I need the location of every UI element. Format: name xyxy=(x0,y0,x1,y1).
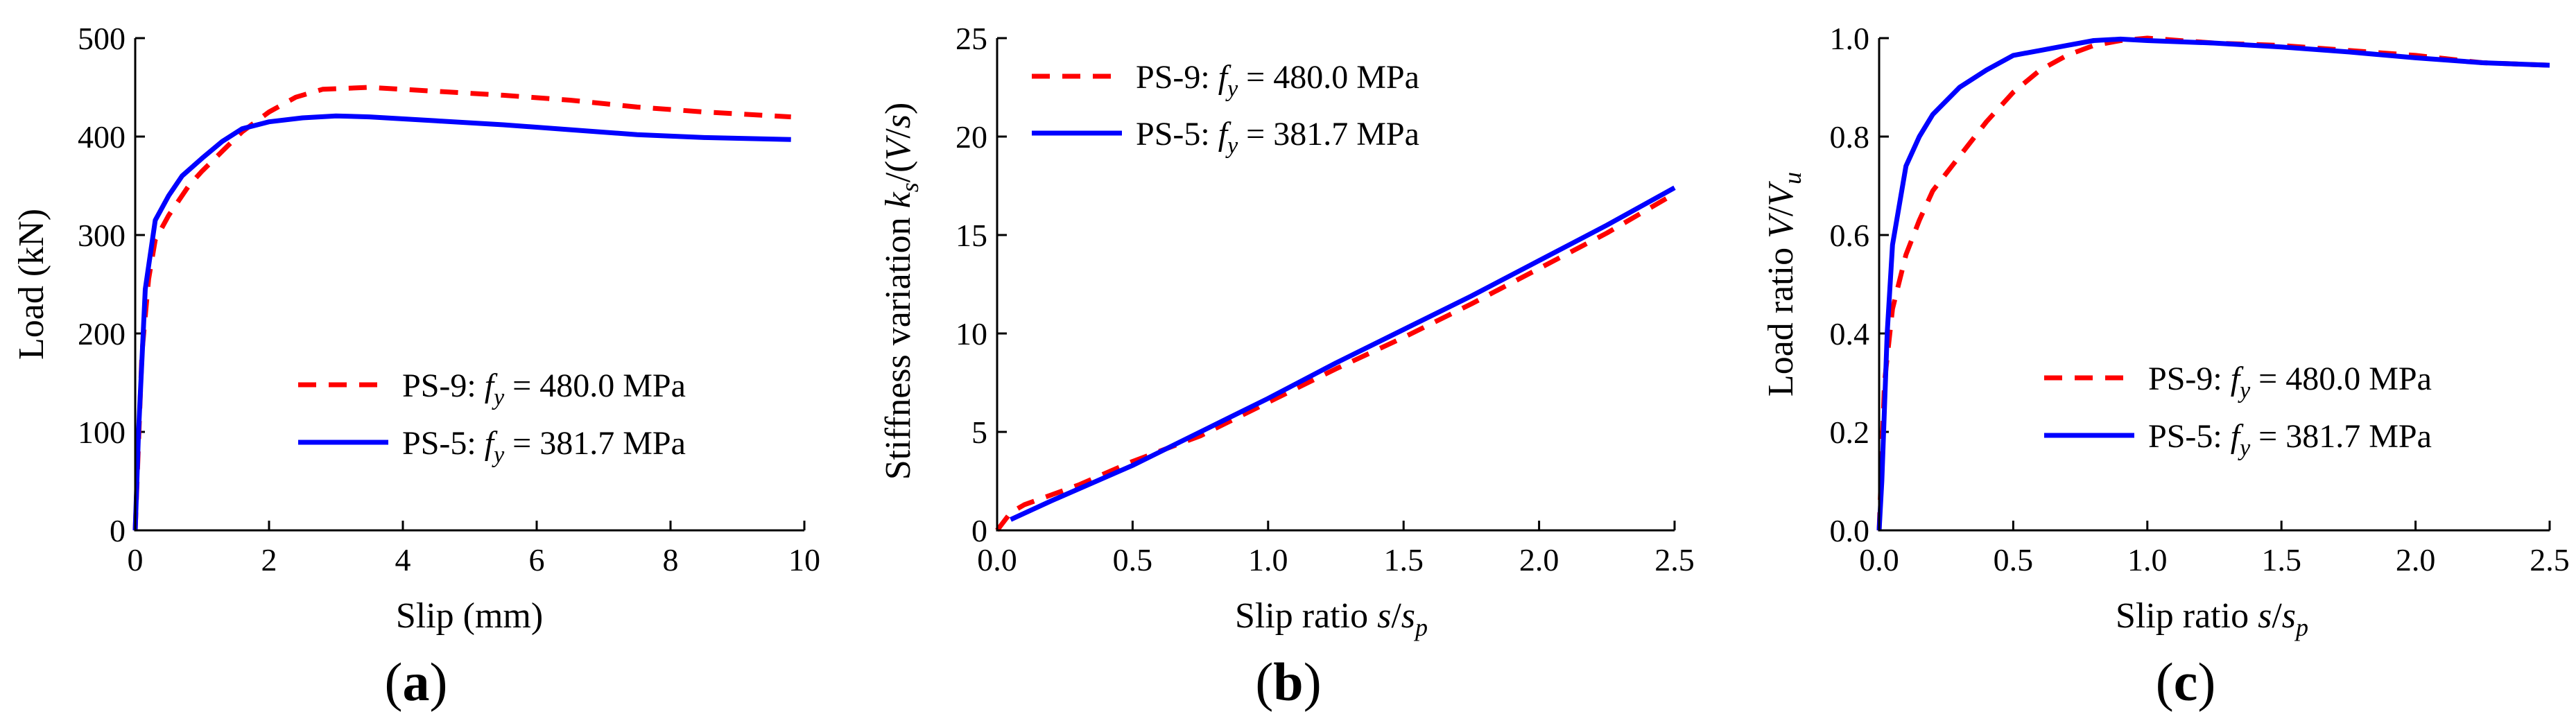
panel-a-xlabel: Slip (mm) xyxy=(396,596,543,636)
panel-b-xtick-label: 0.5 xyxy=(1113,542,1153,577)
panel-b-series-ps5-line xyxy=(1010,185,1676,522)
panel-b-xtick-label: 0.0 xyxy=(977,542,1017,577)
panel-b-axes xyxy=(996,38,1675,532)
panel-b-xlabel: Slip ratio s/sp xyxy=(1235,596,1428,641)
panel-c-ytick-label: 0.4 xyxy=(1830,316,1870,351)
panel-c-xtick-label: 1.0 xyxy=(2127,542,2168,577)
panel-c: 0.0 0.5 1.0 1.5 2.0 2.5 0.0 0.2 0.4 0.6 0.8 1.0 Sli… xyxy=(1761,21,2570,712)
panel-b-xtick-label: 1.0 xyxy=(1248,542,1288,577)
panel-c-ytick-label: 0.0 xyxy=(1830,513,1870,548)
panel-c-ytick-label: 0.8 xyxy=(1830,119,1870,155)
panel-a-ytick-label: 100 xyxy=(78,415,126,450)
panel-c-xtick-label: 2.5 xyxy=(2530,542,2570,577)
plot-c-marks: 0.0 0.5 1.0 1.5 2.0 2.5 0.0 0.2 0.4 0.6 0.8 1.0 xyxy=(1830,21,2570,577)
panel-c-legend: PS-9: fy = 480.0 MPa PS-5: fy = 381.7 MP… xyxy=(2044,360,2432,461)
panel-b-ytick-label: 25 xyxy=(956,21,987,56)
panel-a-xtick-label: 8 xyxy=(663,542,679,577)
panel-b-xtick-label: 1.5 xyxy=(1383,542,1424,577)
panel-c-ytick-label: 0.6 xyxy=(1830,218,1870,253)
panel-b-xtick-label: 2.5 xyxy=(1654,542,1695,577)
panel-c-series-ps5-line xyxy=(1876,36,2550,531)
panel-c-xlabel: Slip ratio s/sp xyxy=(2116,596,2308,641)
panel-a-xtick-label: 2 xyxy=(261,542,277,577)
legend-b-ps9-label: PS-9: fy = 480.0 MPa xyxy=(1136,59,1419,102)
panel-b-ytick-label: 0 xyxy=(971,513,987,548)
panel-a-ytick-label: 200 xyxy=(78,316,126,351)
panel-a-xtick-label: 0 xyxy=(128,542,144,577)
panel-a-xtick-label: 10 xyxy=(788,542,820,577)
legend-c-ps9-label: PS-9: fy = 480.0 MPa xyxy=(2148,360,2432,403)
panel-b-ytick-label: 10 xyxy=(956,316,987,351)
panel-c-series-ps9-line xyxy=(1876,35,2550,531)
panel-c-axes xyxy=(1878,38,2550,532)
panel-b-ytick-label: 20 xyxy=(956,119,987,155)
panel-c-ytick-label: 0.2 xyxy=(1830,415,1870,450)
panel-a-ytick-label: 0 xyxy=(110,513,126,548)
legend-a-ps9-label: PS-9: fy = 480.0 MPa xyxy=(402,367,686,410)
panel-a-xtick-label: 6 xyxy=(529,542,545,577)
panel-c-ylabel: Load ratio V/Vu xyxy=(1761,172,1806,397)
plot-b-marks: 0.0 0.5 1.0 1.5 2.0 2.5 0 5 10 15 20 25 xyxy=(956,21,1695,577)
panel-a-ytick-label: 400 xyxy=(78,119,126,155)
panel-c-xtick-label: 2.0 xyxy=(2396,542,2436,577)
panel-a-ylabel: Load (kN) xyxy=(12,209,51,360)
panel-b-legend: PS-9: fy = 480.0 MPa PS-5: fy = 381.7 MP… xyxy=(1032,59,1419,159)
panel-c-xtick-label: 0.5 xyxy=(1994,542,2034,577)
panel-b-series-ps9-line xyxy=(995,191,1676,532)
panel-b: 0.0 0.5 1.0 1.5 2.0 2.5 0 5 10 15 20 25 Slip ratio … xyxy=(879,21,1695,712)
panel-a-series-ps5-line xyxy=(132,113,791,531)
panel-c-xtick-label: 0.0 xyxy=(1859,542,1899,577)
panel-b-ylabel: Stiffness variation ks/(V/s) xyxy=(879,103,924,480)
panel-a-label: (a) xyxy=(385,652,448,712)
panel-a-legend: PS-9: fy = 480.0 MPa PS-5: fy = 381.7 MP… xyxy=(298,367,686,468)
panel-c-xtick-label: 1.5 xyxy=(2261,542,2301,577)
legend-b-ps5-label: PS-5: fy = 381.7 MPa xyxy=(1136,116,1419,159)
panel-c-label: (c) xyxy=(2156,652,2216,712)
panel-a-ytick-label: 500 xyxy=(78,21,126,56)
panel-b-ytick-label: 15 xyxy=(956,218,987,253)
legend-c-ps5-label: PS-5: fy = 381.7 MPa xyxy=(2148,418,2432,461)
panel-a-axes xyxy=(134,38,804,532)
panel-b-ytick-label: 5 xyxy=(971,415,987,450)
legend-a-ps5-label: PS-5: fy = 381.7 MPa xyxy=(402,425,686,468)
panel-a-ytick-label: 300 xyxy=(78,218,126,253)
panel-a-series-ps9-line xyxy=(132,85,791,531)
panel-a-xtick-label: 4 xyxy=(395,542,411,577)
panel-b-xtick-label: 2.0 xyxy=(1519,542,1559,577)
panel-c-ytick-label: 1.0 xyxy=(1830,21,1870,56)
panel-b-label: (b) xyxy=(1255,652,1321,712)
